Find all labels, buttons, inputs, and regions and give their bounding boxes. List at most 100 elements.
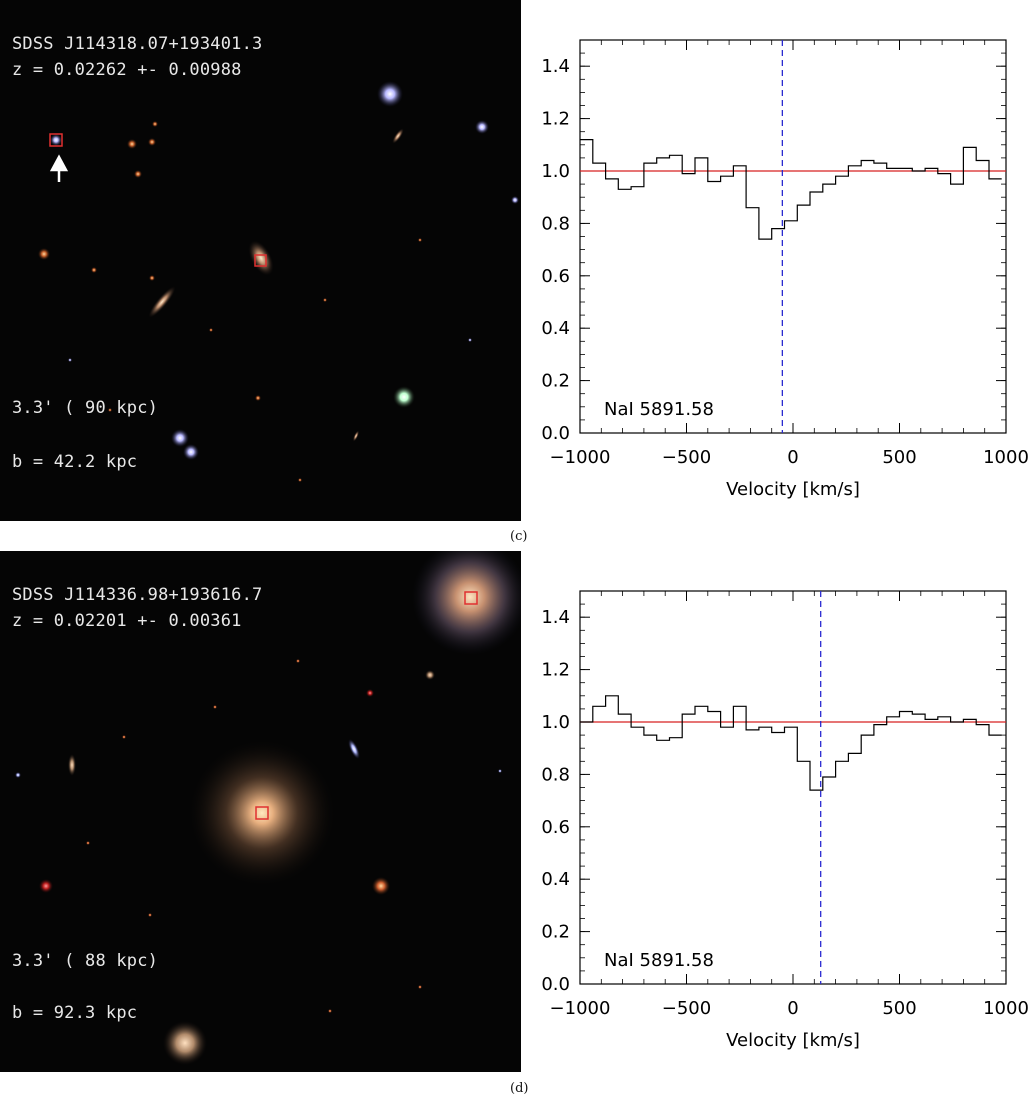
spectrum-bin — [599, 163, 600, 164]
x-tick-label: 500 — [882, 447, 916, 468]
spectrum-bin — [854, 165, 855, 166]
star — [39, 879, 53, 893]
spectrum-bin — [611, 695, 612, 696]
y-tick-label: 0.4 — [541, 869, 570, 890]
x-axis-title: Velocity [km/s] — [726, 479, 860, 500]
plot-frame — [579, 590, 1007, 985]
spectrum-bin — [739, 165, 740, 166]
x-tick-label: 1000 — [983, 998, 1029, 1019]
star — [323, 298, 327, 302]
star — [366, 689, 374, 697]
y-tick-label: 1.4 — [541, 56, 570, 77]
target-marker — [464, 591, 478, 605]
x-tick-label: −1000 — [550, 447, 611, 468]
spectrum-bin — [931, 719, 932, 720]
y-tick-label: 0.0 — [541, 974, 570, 995]
star — [152, 121, 158, 127]
spectrum-bin — [675, 737, 676, 738]
y-tick-label: 1.0 — [541, 712, 570, 733]
spectrum-bin — [982, 724, 983, 725]
line-label: NaI 5891.58 — [604, 399, 714, 420]
star — [209, 328, 213, 332]
star — [296, 659, 300, 663]
y-tick-label: 0.0 — [541, 423, 570, 444]
star — [15, 772, 21, 778]
x-tick-label: 0 — [787, 998, 798, 1019]
spectrum-bin — [688, 714, 689, 715]
spectrum-bin — [944, 716, 945, 717]
galaxy — [392, 128, 404, 144]
spectrum-bin — [918, 171, 919, 172]
figure-caption-c: (c) — [510, 529, 528, 544]
y-tick-label: 1.4 — [541, 607, 570, 628]
spectrum-chart-d: 0.0 0.2 0.4 0.6 0.8 1.0 1.2 1.4 −1000 −500 0 500 100… — [522, 551, 1033, 1072]
spectrum-bin — [995, 735, 996, 736]
spectrum-bin — [663, 740, 664, 741]
host-marker — [255, 806, 269, 820]
spectrum-bin — [599, 706, 600, 707]
spectrum-bin — [867, 160, 868, 161]
spectrum-bin — [790, 727, 791, 728]
host-galaxy — [248, 240, 274, 276]
y-tick-label: 0.8 — [541, 764, 570, 785]
galaxy — [163, 1021, 207, 1065]
spectrum-bin — [790, 220, 791, 221]
host-galaxy — [190, 741, 334, 885]
star — [134, 170, 142, 178]
spectrum-plot-d: 0.0 0.2 0.4 0.6 0.8 1.0 1.2 1.4 −1000 −500 0 500 100… — [541, 590, 1029, 1051]
spectrum-bin — [880, 724, 881, 725]
spectrum-bin — [867, 735, 868, 736]
spectrum-bin — [714, 711, 715, 712]
sky-field-c — [38, 81, 519, 482]
y-tick-label: 1.2 — [541, 660, 570, 681]
x-tick-label: −1000 — [550, 998, 611, 1019]
spectrum-bin — [765, 727, 766, 728]
scale-label: 3.3' ( 90 kpc) — [12, 398, 159, 418]
sky-image-d: SDSS J114336.98+193616.7 z = 0.02201 +- … — [0, 551, 521, 1072]
spectrum-bin — [816, 191, 817, 192]
y-tick-label: 0.6 — [541, 817, 570, 838]
spectrum-bin — [893, 716, 894, 717]
star — [38, 248, 50, 260]
sky-field-d — [15, 551, 521, 1065]
star — [91, 267, 97, 273]
x-tick-label: −500 — [662, 998, 711, 1019]
spectrum-bin — [803, 761, 804, 762]
figure-caption-d: (d) — [510, 1081, 529, 1096]
spectrum-bin — [586, 139, 587, 140]
impact-parameter: b = 92.3 kpc — [12, 1003, 138, 1023]
spectrum-bin — [778, 732, 779, 733]
spectrum-bin — [969, 147, 970, 148]
star — [298, 478, 302, 482]
spectrum-bin — [663, 157, 664, 158]
spectrum-bin — [995, 178, 996, 179]
y-tick-label: 0.4 — [541, 318, 570, 339]
spectrum-bin — [624, 189, 625, 190]
spectrum-series — [580, 139, 1002, 240]
spectrum-bin — [829, 777, 830, 778]
spectrum-bin — [650, 163, 651, 164]
x-tick-label: 1000 — [983, 447, 1029, 468]
spectrum-bin — [765, 239, 766, 240]
spectrum-bin — [969, 719, 970, 720]
redshift-label: z = 0.02201 +- 0.00361 — [12, 611, 242, 631]
spectrum-bin — [650, 735, 651, 736]
spectrum-bin — [714, 181, 715, 182]
star — [122, 735, 126, 739]
spectrum-bin — [944, 173, 945, 174]
spectrum-bin — [880, 163, 881, 164]
spectrum-bin — [841, 761, 842, 762]
star — [171, 429, 189, 447]
edge-on-galaxy — [148, 286, 176, 318]
star — [148, 138, 156, 146]
spectrum-bin — [637, 727, 638, 728]
spectrum-bin — [778, 228, 779, 229]
spectrum-bin — [701, 706, 702, 707]
star — [86, 841, 90, 845]
star — [255, 395, 261, 401]
y-tick-label: 1.2 — [541, 109, 570, 130]
star — [372, 877, 390, 895]
y-tick-label: 0.2 — [541, 371, 570, 392]
spectrum-chart-c: 0.0 0.2 0.4 0.6 0.8 1.0 1.2 1.4 −1000 −500 0 500 100… — [522, 0, 1033, 521]
y-tick-label: 0.6 — [541, 266, 570, 287]
